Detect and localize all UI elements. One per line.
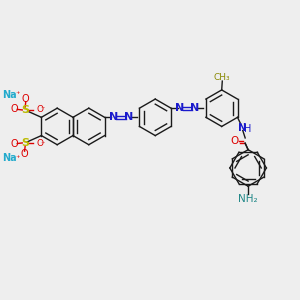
Text: N: N: [190, 103, 199, 113]
Text: Na: Na: [2, 153, 16, 163]
Text: H: H: [244, 124, 251, 134]
Text: N: N: [124, 112, 133, 122]
Text: ⁺: ⁺: [16, 90, 20, 99]
Text: O: O: [21, 149, 28, 159]
Text: N: N: [175, 103, 184, 113]
Text: N: N: [238, 123, 247, 133]
Text: S: S: [21, 105, 29, 115]
Text: O: O: [11, 139, 18, 148]
Text: NH₂: NH₂: [238, 194, 258, 204]
Text: O: O: [230, 136, 239, 146]
Text: S: S: [21, 138, 29, 148]
Text: O: O: [22, 94, 30, 104]
Text: ⁺: ⁺: [16, 154, 20, 163]
Text: ⁻: ⁻: [41, 104, 45, 113]
Text: N: N: [109, 112, 118, 122]
Text: O: O: [11, 104, 18, 114]
Text: ⁻: ⁻: [41, 140, 45, 148]
Text: Na: Na: [2, 90, 16, 100]
Text: O: O: [36, 105, 43, 114]
Text: O: O: [36, 139, 43, 148]
Text: CH₃: CH₃: [214, 73, 231, 82]
